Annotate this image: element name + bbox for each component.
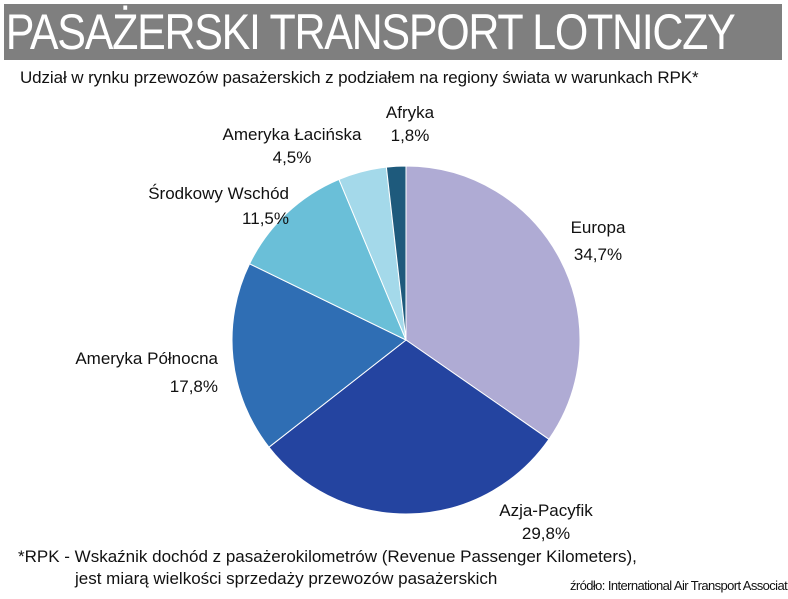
slice-label-value: 4,5% [273,148,312,167]
slice-label-value: 17,8% [170,377,218,396]
slice-label-value: 29,8% [522,524,570,543]
pie-slice-europa [405,165,581,440]
footnote-line-1: *RPK - Wskaźnik dochód z pasażerokilomet… [18,547,637,566]
pie-slice-ameryka-północna [231,263,407,448]
slice-label-category: Europa [571,218,626,237]
slice-label-value: 34,7% [574,245,622,264]
source-note: źródło: International Air Transport Asso… [570,578,788,593]
slice-label-category: Ameryka Północna [75,349,218,368]
footnote: *RPK - Wskaźnik dochód z pasażerokilomet… [18,546,637,590]
pie-slice-azja-pacyfik [268,339,550,515]
slice-label-category: Środkowy Wschód [148,184,289,203]
footnote-line-2: jest miarą wielkości sprzedaży przewozów… [75,569,498,588]
chart-subtitle: Udział w rynku przewozów pasażerskich z … [20,68,699,87]
pie-labels: Europa 34,7% Azja-Pacyfik 29,8% Ameryka Półn… [75,103,626,543]
chart-title: PASAŻERSKI TRANSPORT LOTNICZY [5,4,736,60]
title-banner: PASAŻERSKI TRANSPORT LOTNICZY [4,4,782,60]
slice-label-value: 11,5% [242,209,289,228]
pie-slice-środkowy-wschód [248,178,407,342]
pie-slices [231,165,581,515]
slice-label-category: Ameryka Łacińska [223,125,362,144]
slice-label-value: 1,8% [391,126,430,145]
slice-label-category: Afryka [386,103,435,122]
slice-label-category: Azja-Pacyfik [499,501,593,520]
pie-slice-afryka [385,165,407,341]
